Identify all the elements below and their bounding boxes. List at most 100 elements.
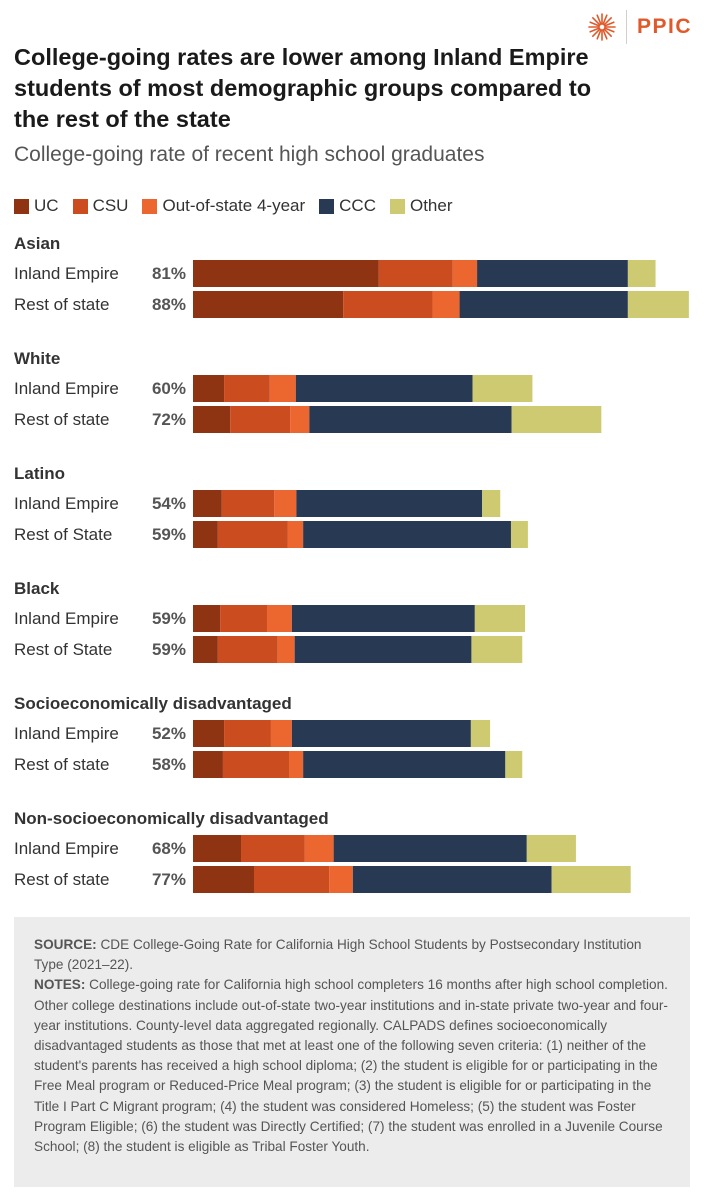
bar-segment-ccc (477, 260, 628, 287)
total-label: 60% (152, 379, 186, 398)
bar-segment-other (511, 406, 602, 433)
legend-swatch-uc (14, 198, 29, 214)
legend-item-csu: CSU (72, 196, 129, 216)
total-label: 68% (152, 839, 186, 858)
group-heading: Socioeconomically disadvantaged (14, 694, 292, 713)
bar-segment-other (472, 375, 533, 402)
bar-segment-ccc (333, 835, 527, 862)
bar-segment-other (627, 291, 689, 318)
bar-segment-out-of-state (277, 636, 295, 663)
source-label: SOURCE: (34, 937, 97, 952)
group-heading: Non-socioeconomically disadvantaged (14, 809, 329, 828)
row-label: Rest of state (14, 410, 109, 429)
total-label: 59% (152, 609, 186, 628)
bar-segment-other (471, 636, 523, 663)
legend-swatch-other (389, 198, 405, 214)
total-label: 54% (152, 494, 186, 513)
bar-segment-csu (230, 406, 291, 433)
bar-segment-ccc (303, 521, 511, 548)
row-label: Inland Empire (14, 494, 119, 513)
bar-segment-ccc (296, 490, 483, 517)
notes-text: College-going rate for California high s… (34, 977, 668, 1155)
row-label: Rest of state (14, 870, 109, 889)
bar-segment-ccc (309, 406, 512, 433)
legend-swatch-csu (72, 198, 88, 214)
ppic-logo: PPIC (588, 10, 692, 44)
bar-segment-uc (193, 866, 254, 893)
total-label: 88% (152, 295, 186, 314)
logo-divider (625, 10, 627, 44)
legend-label-csu: CSU (92, 196, 129, 215)
bar-segment-uc (193, 260, 379, 287)
bar-segment-csu (241, 835, 305, 862)
total-label: 52% (152, 724, 186, 743)
bar-segment-other (505, 751, 523, 778)
bar-segment-ccc (291, 720, 471, 747)
group-heading: White (14, 349, 60, 368)
total-label: 72% (152, 410, 186, 429)
group-heading: Latino (14, 464, 65, 483)
logo-wordmark: PPIC (636, 15, 692, 38)
row-label: Inland Empire (14, 724, 119, 743)
legend-swatch-out-of-state (142, 198, 158, 214)
bar-segment-uc (193, 751, 223, 778)
bar-segment-uc (193, 636, 218, 663)
bar-segment-csu (343, 291, 433, 318)
source-note: SOURCE: CDE College-Going Rate for Calif… (34, 935, 670, 975)
bar-segment-csu (254, 866, 330, 893)
bar-segment-out-of-state (270, 720, 292, 747)
stacked-bar-chart: Asian Inland Empire 81% Rest of state 88% Whi… (14, 234, 689, 893)
legend-item-uc: UC (14, 196, 59, 216)
bar-segment-uc (193, 406, 231, 433)
bar-segment-out-of-state (432, 291, 460, 318)
legend-label-other: Other (409, 196, 453, 215)
bar-segment-out-of-state (287, 521, 304, 548)
row-label: Inland Empire (14, 264, 119, 283)
bar-segment-csu (220, 605, 267, 632)
bar-segment-uc (193, 521, 218, 548)
bar-segment-ccc (295, 375, 473, 402)
notes-label: NOTES: (34, 977, 86, 993)
bar-segment-out-of-state (269, 375, 296, 402)
bar-segment-other (470, 720, 491, 747)
bar-segment-ccc (294, 636, 472, 663)
chart-subtitle: College-going rate of recent high school… (14, 143, 485, 166)
bar-segment-uc (193, 375, 225, 402)
legend-item-out-of-state: Out-of-state 4-year (142, 196, 305, 216)
row-label: Inland Empire (14, 609, 119, 628)
bar-segment-uc (193, 490, 222, 517)
notes-paragraph: NOTES: College-going rate for California… (34, 975, 670, 1157)
bar-segment-out-of-state (290, 406, 310, 433)
legend: UC CSU Out-of-state 4-year CCC Other (14, 196, 467, 216)
bar-segment-csu (222, 751, 290, 778)
bar-segment-csu (217, 521, 288, 548)
starburst-icon (588, 13, 616, 41)
bar-segment-other (510, 521, 528, 548)
total-label: 58% (152, 755, 186, 774)
bar-segment-ccc (291, 605, 475, 632)
total-label: 59% (152, 525, 186, 544)
chart-title: College-going rates are lower among Inla… (14, 44, 592, 132)
bar-segment-other (551, 866, 631, 893)
row-label: Inland Empire (14, 839, 119, 858)
bar-segment-out-of-state (266, 605, 292, 632)
bar-segment-ccc (459, 291, 628, 318)
row-label: Rest of state (14, 755, 109, 774)
bar-segment-ccc (352, 866, 552, 893)
bar-segment-uc (193, 291, 344, 318)
bar-segment-ccc (303, 751, 506, 778)
bar-segment-out-of-state (289, 751, 304, 778)
row-label: Rest of State (14, 640, 112, 659)
group-heading: Asian (14, 234, 60, 253)
group-heading: Black (14, 579, 60, 598)
legend-item-other: Other (389, 196, 453, 216)
bar-segment-out-of-state (329, 866, 353, 893)
bar-segment-uc (193, 835, 242, 862)
bar-segment-out-of-state (452, 260, 478, 287)
total-label: 81% (152, 264, 186, 283)
bar-segment-other (627, 260, 656, 287)
bar-segment-other (526, 835, 576, 862)
total-label: 77% (152, 870, 186, 889)
bar-segment-other (482, 490, 501, 517)
bar-segment-other (474, 605, 526, 632)
